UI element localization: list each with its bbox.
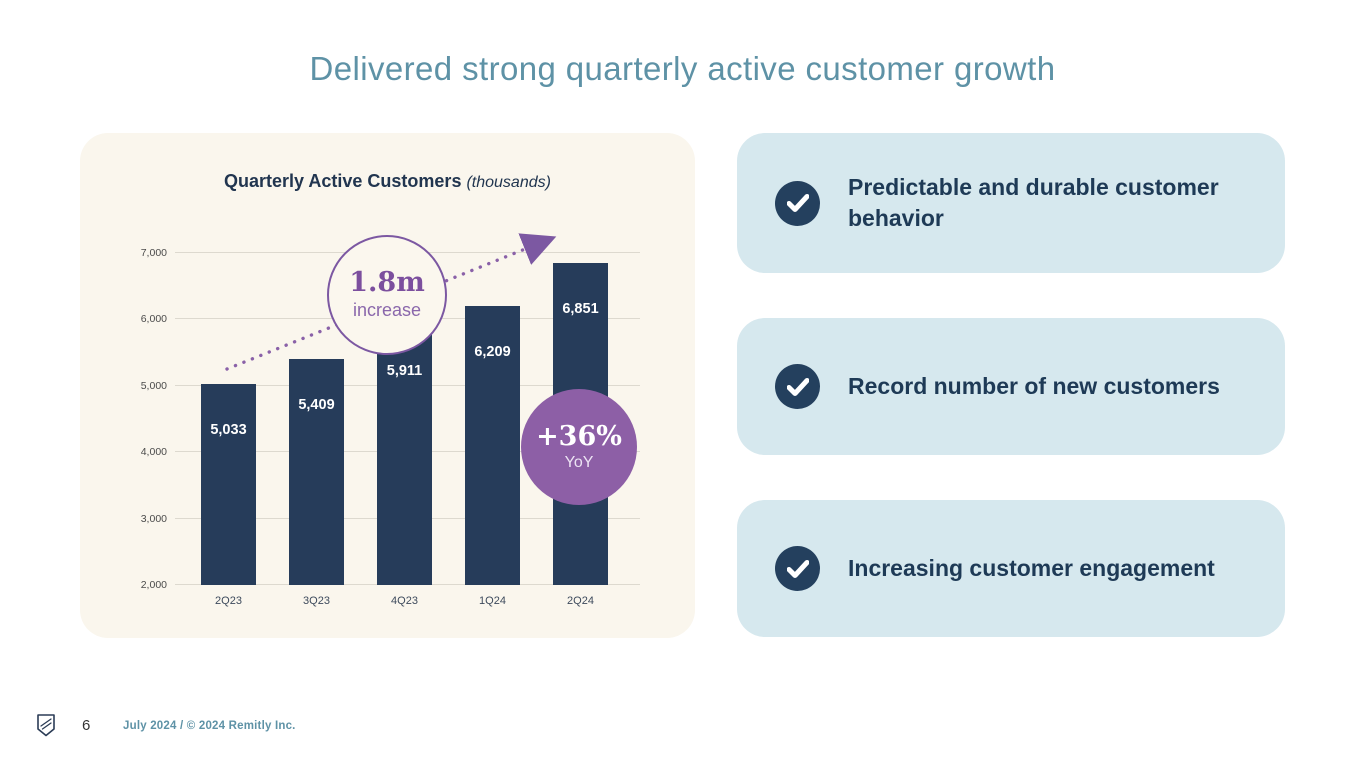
annotation-yoy-value: +36% <box>536 420 622 452</box>
annotation-increase-label: increase <box>352 300 422 320</box>
chart-card: Quarterly Active Customers (thousands) 2,… <box>80 133 695 638</box>
y-axis-tick-label: 4,000 <box>140 446 167 459</box>
chart-title-main: Quarterly Active Customers <box>224 171 462 191</box>
y-axis-tick-label: 6,000 <box>140 313 167 326</box>
slide-title: Delivered strong quarterly active custom… <box>309 50 1056 87</box>
bar-value-label: 5,033 <box>210 421 247 438</box>
checkmark-icon <box>775 180 820 226</box>
y-axis-tick-label: 5,000 <box>140 379 167 392</box>
chart-title-units: (thousands) <box>466 174 551 191</box>
chart-title: Quarterly Active Customers (thousands) <box>80 171 695 192</box>
highlight-card-customer-engagement: Increasing customer engagement <box>737 500 1285 637</box>
annotation-yoy-circle: +36% YoY <box>521 389 637 505</box>
footer-copyright: July 2024 / © 2024 Remitly Inc. <box>123 720 296 732</box>
y-axis-tick-label: 7,000 <box>140 247 167 259</box>
bar-chart-plot: 2,000 3,000 4,000 5,000 6,000 7,000 5,033 2Q23 5… <box>141 247 640 607</box>
x-axis-tick-label: 3Q23 <box>303 595 330 607</box>
annotation-yoy-label: YoY <box>564 453 594 471</box>
y-axis-tick-label: 2,000 <box>140 579 167 591</box>
remitly-logo-icon <box>35 713 57 743</box>
bar-value-label: 5,409 <box>298 396 335 413</box>
x-axis-tick-label: 2Q24 <box>567 595 594 607</box>
highlight-text: Predictable and durable customer behavio… <box>848 173 1219 231</box>
y-axis-tick-label: 3,000 <box>140 512 167 525</box>
bar-value-label: 5,911 <box>386 363 423 380</box>
x-axis-tick-label: 2Q23 <box>215 595 242 607</box>
annotation-increase-circle: 1.8m increase <box>327 235 447 355</box>
highlight-card-record-new-customers: Record number of new customers <box>737 318 1285 455</box>
checkmark-icon <box>775 546 820 591</box>
x-axis-tick-label: 4Q23 <box>391 595 418 607</box>
checkmark-icon <box>775 364 820 409</box>
highlight-card-predictable-behavior: Predictable and durable customer behavio… <box>737 133 1285 273</box>
highlight-text: Record number of new customers <box>848 372 1220 399</box>
highlight-text: Increasing customer engagement <box>848 554 1215 581</box>
bar-4Q23: 5,911 <box>377 325 432 585</box>
growth-trend-arrow <box>225 233 557 371</box>
bar-value-label: 6,209 <box>474 343 511 360</box>
bar-2Q23: 5,033 <box>201 383 256 585</box>
bar-value-label: 6,851 <box>562 300 599 317</box>
x-axis-tick-label: 1Q24 <box>479 595 506 607</box>
bar-1Q24: 6,209 <box>465 305 520 585</box>
bar-3Q23: 5,409 <box>289 358 344 585</box>
annotation-increase-value: 1.8m <box>349 267 425 298</box>
page-number: 6 <box>82 717 91 734</box>
